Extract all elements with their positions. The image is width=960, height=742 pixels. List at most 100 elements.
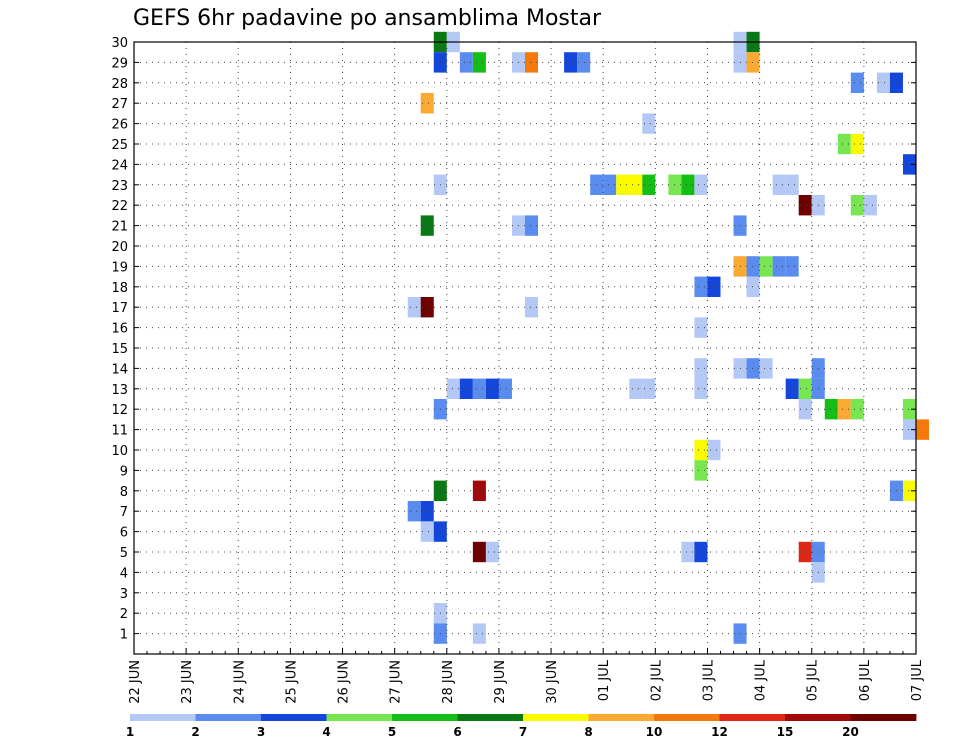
colorbar-swatch	[785, 714, 851, 721]
y-tick-label: 1	[120, 628, 128, 643]
y-tick-label: 27	[111, 97, 128, 112]
y-tick-label: 17	[111, 301, 128, 316]
colorbar-swatch	[195, 714, 262, 721]
y-tick-label: 18	[111, 281, 128, 296]
x-tick-label: 03 JUL	[701, 659, 716, 701]
heatmap-cell	[746, 276, 760, 297]
heatmap-cell	[420, 215, 434, 236]
heatmap-cell	[902, 154, 916, 175]
y-tick-label: 9	[120, 464, 128, 479]
heatmap-cell	[407, 297, 421, 318]
x-tick-label: 06 JUL	[858, 659, 873, 701]
heatmap-cell	[629, 378, 643, 399]
heatmap-cell	[407, 501, 421, 522]
y-tick-label: 12	[111, 403, 128, 418]
heatmap-cell	[902, 480, 916, 501]
heatmap-cell	[485, 378, 499, 399]
colorbar-swatch	[326, 714, 393, 721]
heatmap-cell	[824, 399, 838, 420]
heatmap-cell	[746, 358, 760, 379]
x-tick-label: 04 JUL	[754, 659, 769, 701]
colorbar-label: 20	[842, 725, 859, 739]
colorbar-label: 6	[453, 725, 461, 739]
x-tick-label: 22 JUN	[128, 660, 143, 704]
y-tick-label: 8	[120, 485, 128, 500]
y-tick-label: 2	[120, 607, 128, 622]
heatmap-cell	[642, 378, 656, 399]
heatmap-cell	[629, 174, 643, 195]
y-tick-label: 13	[111, 383, 128, 398]
colorbar-swatch	[392, 714, 458, 721]
y-tick-label: 22	[111, 199, 128, 214]
y-tick-label: 15	[111, 342, 128, 357]
colorbar-label: 2	[191, 725, 199, 739]
heatmap-cell	[642, 174, 656, 195]
x-tick-label: 01 JUL	[597, 659, 612, 701]
heatmap-cell	[746, 256, 760, 277]
heatmap-cell	[876, 72, 890, 93]
heatmap-cell	[681, 541, 695, 563]
colorbar-swatch	[719, 714, 786, 721]
heatmap-cell	[694, 358, 708, 379]
heatmap-cell	[472, 480, 486, 501]
heatmap-cell	[785, 378, 799, 399]
heatmap-cell	[420, 93, 434, 114]
heatmap-cell	[759, 358, 773, 379]
heatmap-cell	[772, 256, 786, 277]
y-tick-label: 4	[120, 566, 128, 581]
heatmap-cell	[916, 419, 930, 440]
heatmap-cell	[694, 439, 708, 461]
y-tick-label: 26	[111, 118, 128, 133]
x-tick-label: 29 JUN	[493, 660, 508, 704]
heatmap-cell	[420, 297, 434, 318]
heatmap-cell	[902, 399, 916, 420]
x-tick-label: 24 JUN	[232, 660, 247, 704]
heatmap-cell	[707, 439, 721, 461]
heatmap-cell	[681, 174, 695, 195]
heatmap-cell	[850, 72, 864, 93]
heatmap-cell	[759, 256, 773, 277]
heatmap-cell	[459, 378, 473, 399]
heatmap-cell	[707, 276, 721, 297]
y-tick-label: 20	[111, 240, 128, 255]
heatmap-cell	[498, 378, 512, 399]
heatmap-cell	[798, 378, 812, 399]
heatmap-cell	[694, 378, 708, 399]
x-tick-label: 26 JUN	[337, 660, 352, 704]
y-tick-label: 30	[111, 36, 128, 51]
heatmap-cell	[472, 623, 486, 644]
colorbar-label: 10	[646, 725, 663, 739]
heatmap-cell	[616, 174, 630, 195]
heatmap-cell	[525, 52, 539, 73]
heatmap-cell	[785, 256, 799, 277]
heatmap-cell	[525, 297, 539, 318]
heatmap-cell	[863, 195, 877, 216]
heatmap-cell	[837, 399, 851, 420]
heatmap-cell	[694, 174, 708, 195]
x-tick-label: 27 JUN	[389, 660, 404, 704]
heatmap-cell	[746, 52, 760, 73]
colorbar-swatch	[130, 714, 196, 721]
heatmap-cell	[798, 399, 812, 420]
heatmap-cell	[472, 541, 486, 563]
y-tick-label: 23	[111, 179, 128, 194]
heatmap-cell	[850, 399, 864, 420]
colorbar-label: 4	[322, 725, 330, 739]
y-tick-label: 25	[111, 138, 128, 153]
colorbar-label: 3	[257, 725, 265, 739]
x-tick-label: 25 JUN	[284, 660, 299, 704]
y-tick-label: 14	[111, 362, 128, 377]
heatmap-cell	[525, 215, 539, 236]
heatmap-cell	[772, 174, 786, 195]
y-tick-label: 7	[120, 505, 128, 520]
x-tick-label: 07 JUL	[910, 659, 925, 701]
y-tick-label: 21	[111, 220, 128, 235]
heatmap-cell	[837, 133, 851, 155]
x-tick-label: 30 JUN	[545, 660, 560, 704]
colorbar-swatch	[523, 714, 589, 721]
heatmap-cell	[694, 317, 708, 338]
heatmap-cell	[420, 521, 434, 542]
chart-title: GEFS 6hr padavine po ansamblima Mostar	[133, 6, 602, 31]
y-tick-label: 10	[111, 444, 128, 459]
